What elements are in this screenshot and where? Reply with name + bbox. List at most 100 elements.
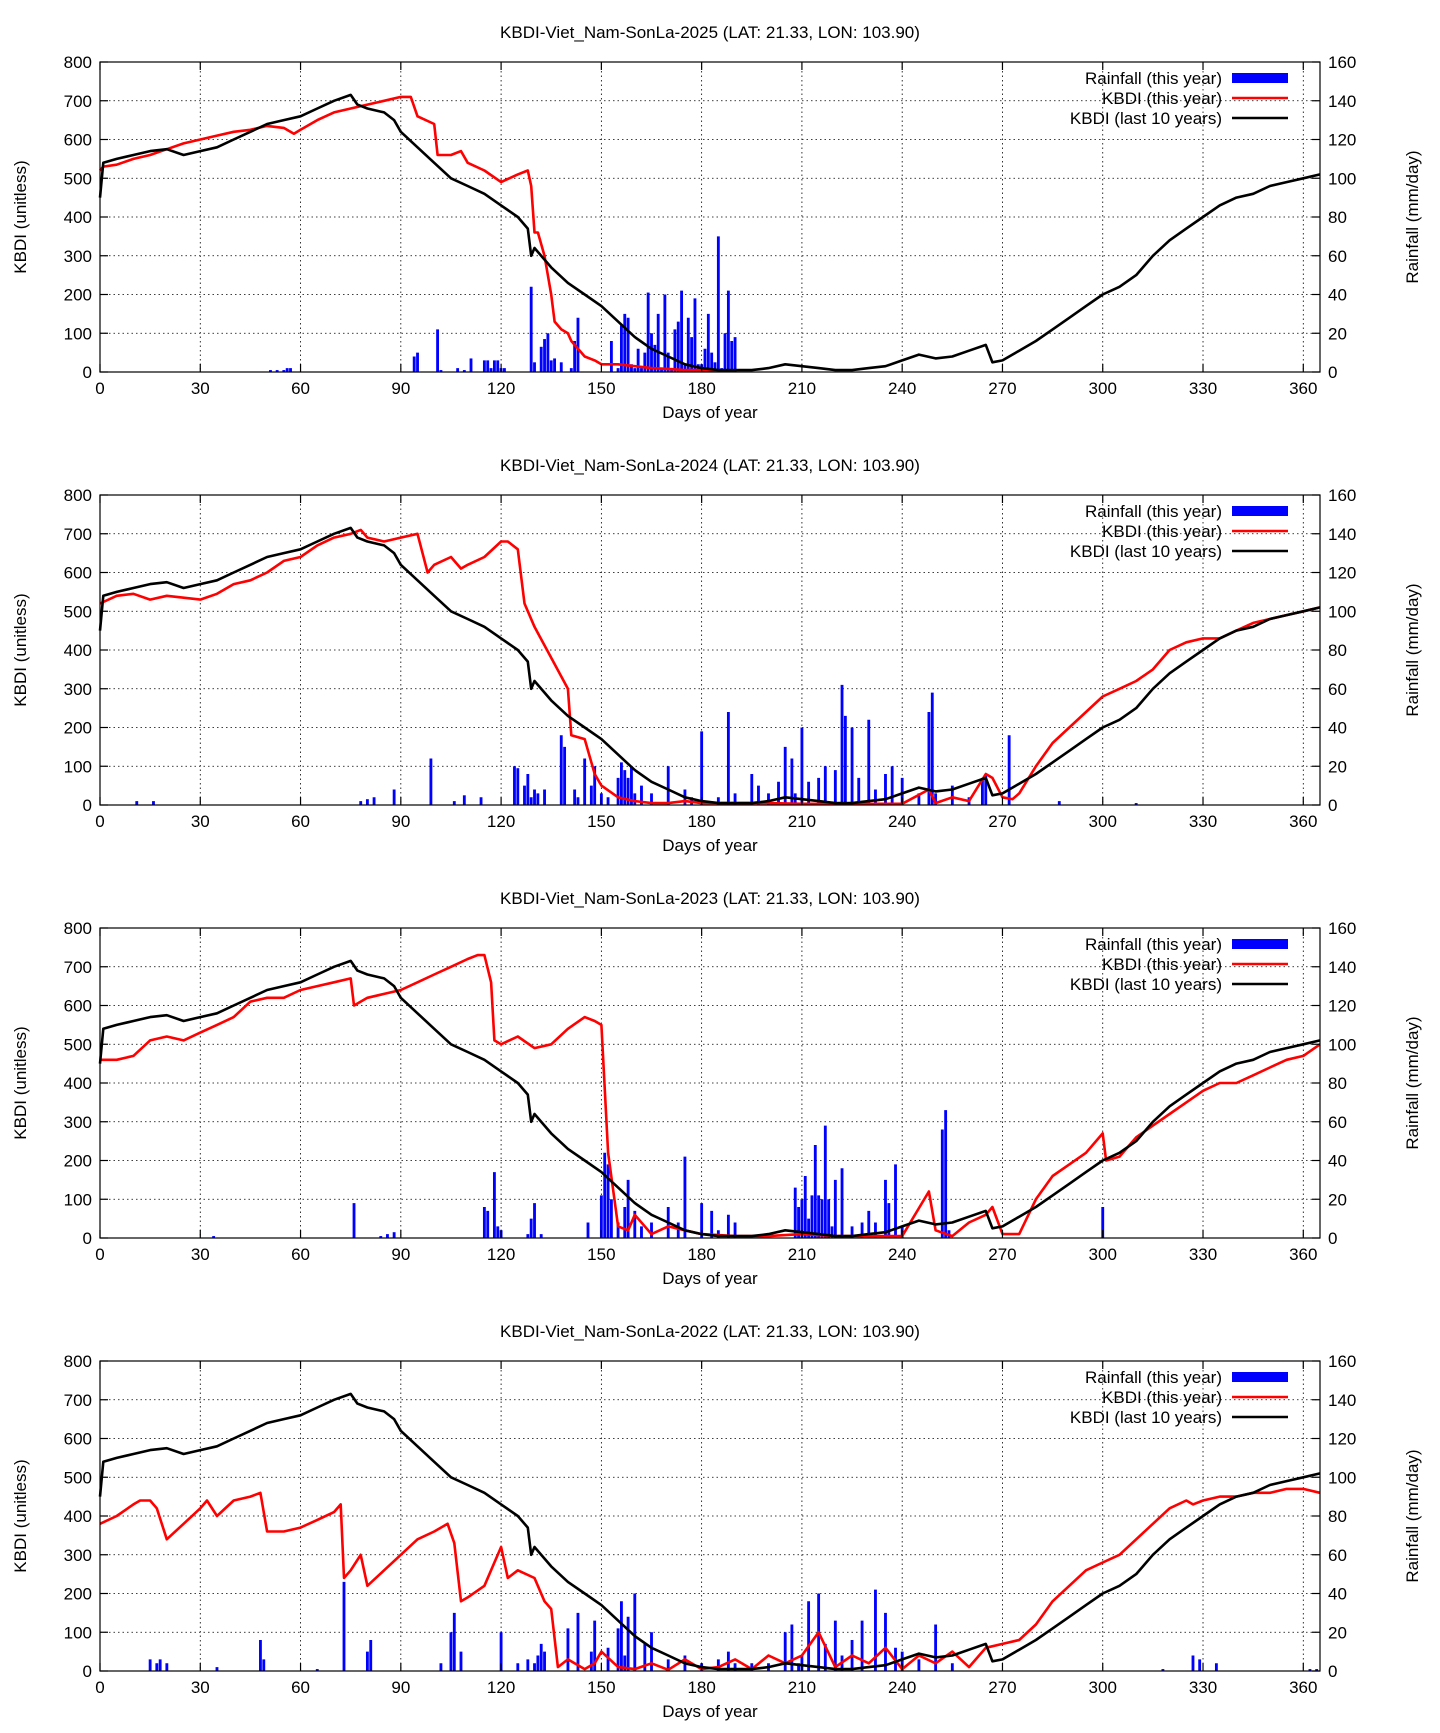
x-tick-label: 90 (391, 1245, 410, 1264)
legend-swatch-rainfall (1232, 1372, 1288, 1382)
rainfall-bar (616, 1222, 620, 1238)
x-tick-label: 0 (95, 1245, 104, 1264)
rainfall-bar (650, 793, 653, 805)
rainfall-bar (616, 368, 620, 372)
y-axis-label: KBDI (unitless) (11, 1459, 30, 1572)
rainfall-bar (456, 368, 460, 372)
x-tick-label: 360 (1289, 812, 1317, 831)
rainfall-bar (416, 352, 419, 372)
rainfall-bar (1134, 803, 1138, 805)
grid (100, 1361, 1320, 1671)
legend: Rainfall (this year)KBDI (this year)KBDI… (1070, 502, 1288, 561)
rainfall-bar (533, 1663, 536, 1671)
rainfall-bar (576, 1612, 580, 1671)
x-tick-label: 30 (191, 1245, 210, 1264)
legend-entry-label: KBDI (last 10 years) (1070, 1408, 1222, 1427)
rainfall-bar (289, 368, 292, 372)
rainfall-bar (616, 1628, 620, 1671)
rainfall-bar (559, 735, 563, 805)
rainfall-bar (874, 789, 877, 805)
rainfall-bar (563, 746, 567, 805)
y-tick-label: 100 (64, 324, 92, 343)
rainfall-bar (713, 362, 717, 372)
rainfall-bar (726, 290, 730, 372)
rainfall-bar (690, 337, 694, 372)
rainfall-bar (716, 1659, 720, 1671)
y-tick-label: 0 (83, 363, 92, 382)
rainfall-bar (823, 1125, 827, 1238)
rainfall-bar (569, 368, 573, 372)
rainfall-bar (609, 341, 613, 372)
rainfall-bar (927, 712, 931, 805)
rainfall-bar (516, 1663, 520, 1671)
x-tick-label: 0 (95, 1678, 104, 1697)
y-tick-label: 300 (64, 1113, 92, 1132)
rainfall-bar (874, 1589, 877, 1671)
rainfall-bar (606, 797, 610, 805)
y2-tick-label: 80 (1328, 641, 1347, 660)
rainfall-bar (285, 368, 289, 372)
legend-entry-label: KBDI (this year) (1102, 1388, 1222, 1407)
x-tick-label: 240 (888, 379, 916, 398)
rainfall-bar (533, 362, 536, 372)
rainfall-bar (723, 333, 727, 372)
rainfall-bar (623, 313, 627, 372)
rainfall-bar (726, 712, 730, 805)
kbdi-last-10-years-line (98, 959, 1321, 1238)
x-axis-label: Days of year (662, 836, 758, 855)
rainfall-bar (850, 727, 854, 805)
rainfall-bar (539, 1643, 543, 1671)
rainfall-bar (944, 1110, 948, 1238)
y2-axis-label: Rainfall (mm/day) (1403, 583, 1422, 716)
y2-tick-label: 80 (1328, 1507, 1347, 1526)
rainfall-bar (630, 766, 633, 805)
x-tick-label: 30 (191, 1678, 210, 1697)
legend-entry-label: KBDI (this year) (1102, 955, 1222, 974)
x-tick-label: 270 (988, 1678, 1016, 1697)
rainfall-bar (386, 1234, 389, 1238)
rainfall-bar (733, 793, 737, 805)
rainfall-bar (666, 766, 670, 805)
rainfall-bar (653, 344, 657, 372)
rainfall-bar (593, 766, 597, 805)
rainfall-bars (148, 1581, 1319, 1671)
legend-swatch-rainfall (1232, 506, 1288, 516)
y2-tick-label: 140 (1328, 1391, 1356, 1410)
x-tick-label: 240 (888, 812, 916, 831)
y-tick-label: 0 (83, 1662, 92, 1681)
rainfall-bar (282, 370, 286, 372)
legend-entry-label: KBDI (this year) (1102, 89, 1222, 108)
x-tick-label: 330 (1189, 812, 1217, 831)
rainfall-bar (884, 774, 887, 805)
rainfall-bar (359, 801, 363, 805)
y2-tick-label: 20 (1328, 757, 1347, 776)
rainfall-bar (797, 1207, 800, 1238)
rainfall-bar (533, 1203, 536, 1238)
y2-tick-label: 120 (1328, 997, 1356, 1016)
rainfall-bar (486, 1210, 490, 1238)
rainfall-bar (623, 1207, 627, 1238)
rainfall-bar (526, 1659, 530, 1671)
y-tick-label: 600 (64, 131, 92, 150)
legend: Rainfall (this year)KBDI (this year)KBDI… (1070, 935, 1288, 994)
y2-tick-label: 60 (1328, 1546, 1347, 1565)
rainfall-bar (503, 368, 506, 372)
rainfall-bar (626, 1616, 630, 1671)
legend-entry-label: Rainfall (this year) (1085, 1368, 1222, 1387)
rainfall-bar (262, 1659, 266, 1671)
rainfall-bar (867, 719, 871, 805)
x-tick-label: 330 (1189, 1678, 1217, 1697)
y2-tick-label: 80 (1328, 208, 1347, 227)
rainfall-bar (934, 793, 938, 805)
rainfall-bar (733, 337, 737, 372)
rainfall-bar (840, 1168, 844, 1238)
rainfall-bar (807, 1218, 811, 1238)
rainfall-bar (757, 785, 760, 805)
y2-tick-label: 60 (1328, 680, 1347, 699)
rainfall-bar (934, 1624, 938, 1671)
rainfall-bar (459, 1651, 463, 1671)
rainfall-bar (1007, 735, 1011, 805)
rainfall-bar (559, 362, 563, 372)
y-tick-label: 100 (64, 1623, 92, 1642)
rainfall-bar (449, 1632, 453, 1671)
